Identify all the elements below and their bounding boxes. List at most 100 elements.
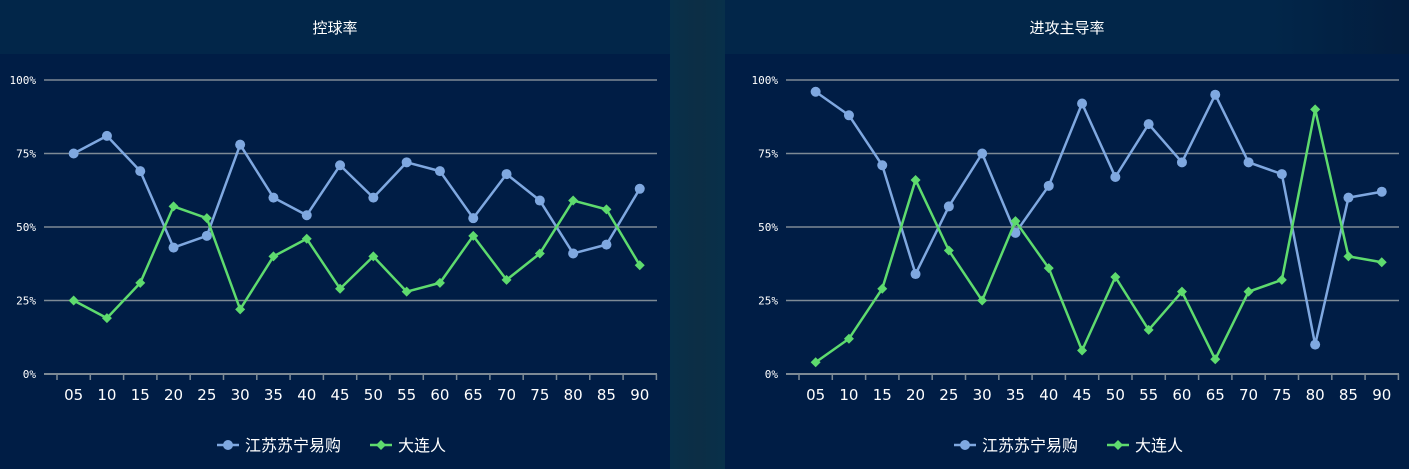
data-point <box>568 195 579 206</box>
legend-marker <box>1113 440 1123 450</box>
data-point <box>1043 263 1054 274</box>
data-point <box>1376 257 1387 268</box>
data-point <box>1243 286 1254 297</box>
x-tick-label: 75 <box>1272 386 1291 404</box>
x-tick-label: 10 <box>839 386 858 404</box>
x-tick-label: 35 <box>1006 386 1025 404</box>
y-tick-label: 100% <box>10 74 37 87</box>
y-tick-label: 25% <box>758 295 778 308</box>
data-point <box>434 277 445 288</box>
legend-label: 江苏苏宁易购 <box>982 436 1078 455</box>
x-tick-label: 35 <box>264 386 283 404</box>
data-point <box>168 242 179 253</box>
data-point <box>235 139 246 150</box>
data-point <box>810 86 821 97</box>
data-point <box>1210 354 1221 365</box>
y-tick-label: 75% <box>16 148 36 161</box>
data-point <box>568 248 579 259</box>
data-point <box>634 260 645 271</box>
data-point <box>534 195 545 206</box>
x-tick-label: 20 <box>906 386 925 404</box>
x-tick-label: 80 <box>564 386 583 404</box>
x-tick-label: 40 <box>1039 386 1058 404</box>
x-tick-label: 70 <box>1239 386 1258 404</box>
data-point <box>101 130 112 141</box>
x-tick-label: 50 <box>1106 386 1125 404</box>
data-point <box>601 204 612 215</box>
data-point <box>501 274 512 285</box>
data-point <box>401 286 412 297</box>
panel-divider <box>670 0 725 469</box>
x-tick-label: 65 <box>464 386 483 404</box>
x-tick-label: 45 <box>1073 386 1092 404</box>
series-line <box>73 199 641 320</box>
legend-label: 江苏苏宁易购 <box>245 436 341 455</box>
legend-label: 大连人 <box>398 436 446 455</box>
x-tick-label: 05 <box>64 386 83 404</box>
data-point <box>468 230 479 241</box>
x-tick-label: 15 <box>873 386 892 404</box>
data-point <box>135 166 146 177</box>
data-point <box>1310 339 1321 350</box>
data-point <box>301 210 312 221</box>
data-point <box>1343 251 1354 262</box>
legend-marker <box>223 440 233 450</box>
chart-title: 进攻主导率 <box>725 0 1409 54</box>
data-point <box>1176 157 1187 168</box>
data-point <box>943 201 954 212</box>
data-point <box>468 213 479 224</box>
x-tick-label: 25 <box>939 386 958 404</box>
data-point <box>1243 157 1254 168</box>
legend-marker <box>376 440 386 450</box>
y-tick-label: 100% <box>752 74 779 87</box>
x-tick-label: 25 <box>197 386 216 404</box>
data-point <box>534 248 545 259</box>
attack-line-chart: 0% 25% 50% 75% 100% 05 10 15 20 25 30 35 40 45 50 55 60 6… <box>752 74 1400 455</box>
data-point <box>268 251 279 262</box>
x-tick-label: 55 <box>397 386 416 404</box>
data-point <box>335 160 346 171</box>
data-point <box>1276 274 1287 285</box>
y-tick-label: 50% <box>16 221 36 234</box>
data-point <box>634 183 645 194</box>
x-tick-label: 70 <box>497 386 516 404</box>
y-tick-label: 50% <box>758 221 778 234</box>
data-point <box>268 192 279 203</box>
data-point <box>1110 172 1121 183</box>
data-point <box>1176 286 1187 297</box>
data-point <box>1077 345 1088 356</box>
data-point <box>910 269 921 280</box>
data-point <box>335 283 346 294</box>
x-tick-label: 20 <box>164 386 183 404</box>
data-point <box>1343 192 1354 203</box>
data-point <box>1276 169 1287 180</box>
data-point <box>877 283 888 294</box>
data-point <box>1077 98 1088 109</box>
x-tick-label: 10 <box>97 386 116 404</box>
data-point <box>1210 89 1221 100</box>
x-tick-label: 90 <box>630 386 649 404</box>
series-line <box>814 90 1382 346</box>
legend-marker <box>960 440 970 450</box>
data-point <box>877 160 888 171</box>
data-point <box>1310 104 1321 115</box>
data-point <box>1110 271 1121 282</box>
data-point <box>68 295 79 306</box>
legend-label: 大连人 <box>1135 436 1183 455</box>
data-point <box>977 295 988 306</box>
data-point <box>168 201 179 212</box>
data-point <box>1376 186 1387 197</box>
series-line <box>73 134 641 255</box>
data-point <box>368 192 379 203</box>
x-tick-label: 85 <box>1339 386 1358 404</box>
data-point <box>977 148 988 159</box>
possession-line-chart: 0% 25% 50% 75% 100% 05 10 15 20 25 30 35 40 45 50 55 60 6… <box>10 74 658 455</box>
data-point <box>1143 324 1154 335</box>
data-point <box>501 169 512 180</box>
x-tick-label: 15 <box>131 386 150 404</box>
y-tick-label: 0% <box>23 368 37 381</box>
data-point <box>1010 216 1021 227</box>
data-point <box>101 313 112 324</box>
y-tick-label: 0% <box>765 368 779 381</box>
x-tick-label: 50 <box>364 386 383 404</box>
